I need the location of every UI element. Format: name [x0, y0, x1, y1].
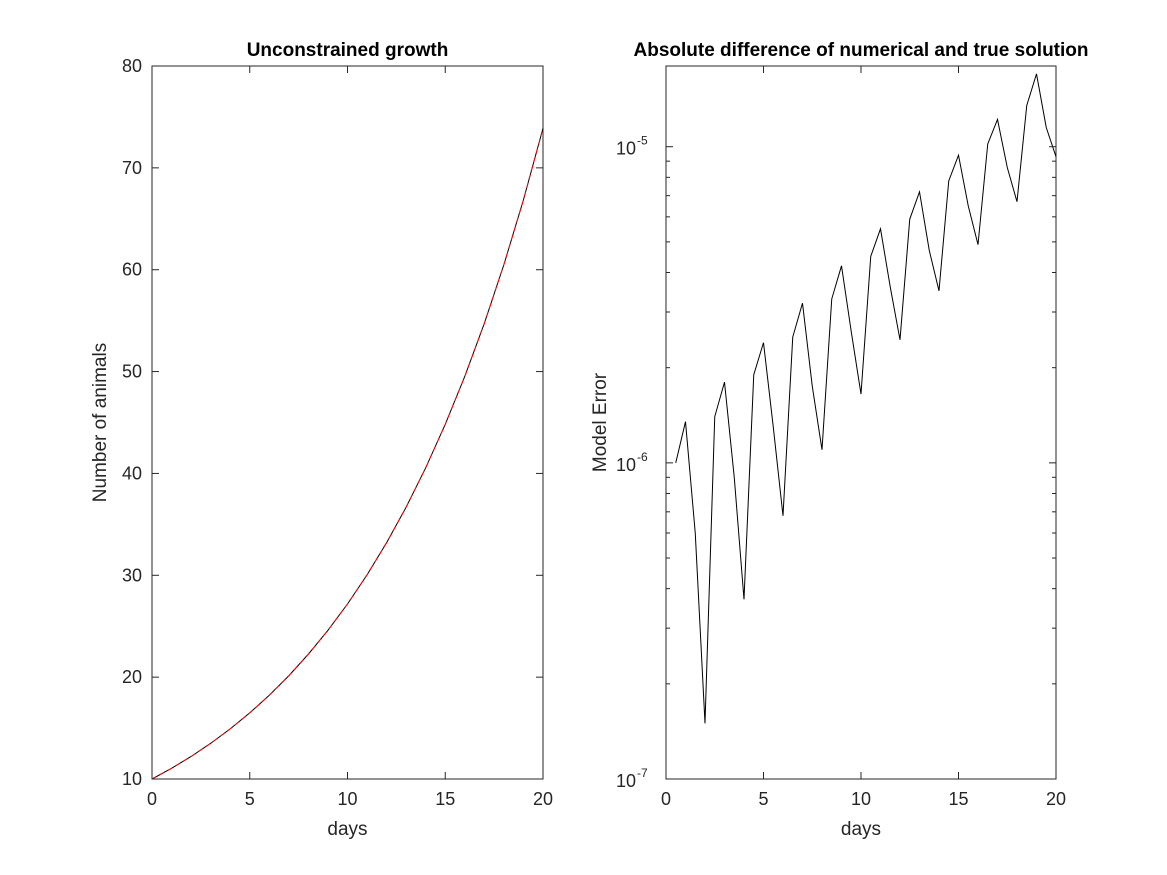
- error-x-tick-label: 5: [758, 789, 768, 809]
- growth-chart: 0 5 10 15 20 10 20 30 40 50 60 70 80 Unconstrained g…: [90, 40, 553, 840]
- error-series-line-1: [675, 73, 1057, 724]
- growth-y-tick-label: 40: [122, 463, 142, 483]
- growth-y-tick-label: 10: [122, 769, 142, 789]
- growth-x-tick-label: 20: [533, 789, 553, 809]
- growth-series-line-2: [151, 128, 544, 780]
- growth-y-tick-label: 80: [122, 56, 142, 76]
- growth-title: Unconstrained growth: [247, 40, 449, 61]
- error-y-axis-label: Model Error: [590, 372, 611, 472]
- growth-x-tick-label: 15: [435, 789, 455, 809]
- growth-x-axis-label: days: [327, 819, 367, 840]
- error-y-tick-label: 10: [616, 139, 636, 159]
- growth-y-tick-label: 50: [122, 362, 142, 382]
- growth-y-tick-label: 60: [122, 260, 142, 280]
- growth-series-group: [151, 128, 544, 780]
- error-y-tick-exponent: -7: [637, 766, 648, 780]
- error-x-tick-label: 0: [661, 789, 671, 809]
- error-series-group: [675, 73, 1057, 724]
- growth-x-tick-label: 5: [245, 789, 255, 809]
- error-y-tick-exponent: -6: [637, 450, 648, 464]
- error-title: Absolute difference of numerical and tru…: [634, 40, 1089, 61]
- error-x-tick-label: 15: [948, 789, 968, 809]
- error-y-tick-label: 10: [616, 771, 636, 791]
- growth-y-axis-label: Number of animals: [90, 343, 111, 502]
- error-x-tick-label: 20: [1046, 789, 1066, 809]
- error-x-tick-label: 10: [851, 789, 871, 809]
- growth-x-tick-label: 0: [147, 789, 157, 809]
- growth-ticks-group: 0 5 10 15 20 10 20 30 40 50 60 70 80: [122, 56, 553, 809]
- growth-y-tick-label: 30: [122, 565, 142, 585]
- error-y-tick-label: 10: [616, 455, 636, 475]
- error-y-tick-exponent: -5: [637, 134, 648, 148]
- growth-x-tick-label: 10: [337, 789, 357, 809]
- error-x-axis-label: days: [841, 819, 881, 840]
- growth-y-tick-label: 20: [122, 667, 142, 687]
- growth-y-tick-label: 70: [122, 158, 142, 178]
